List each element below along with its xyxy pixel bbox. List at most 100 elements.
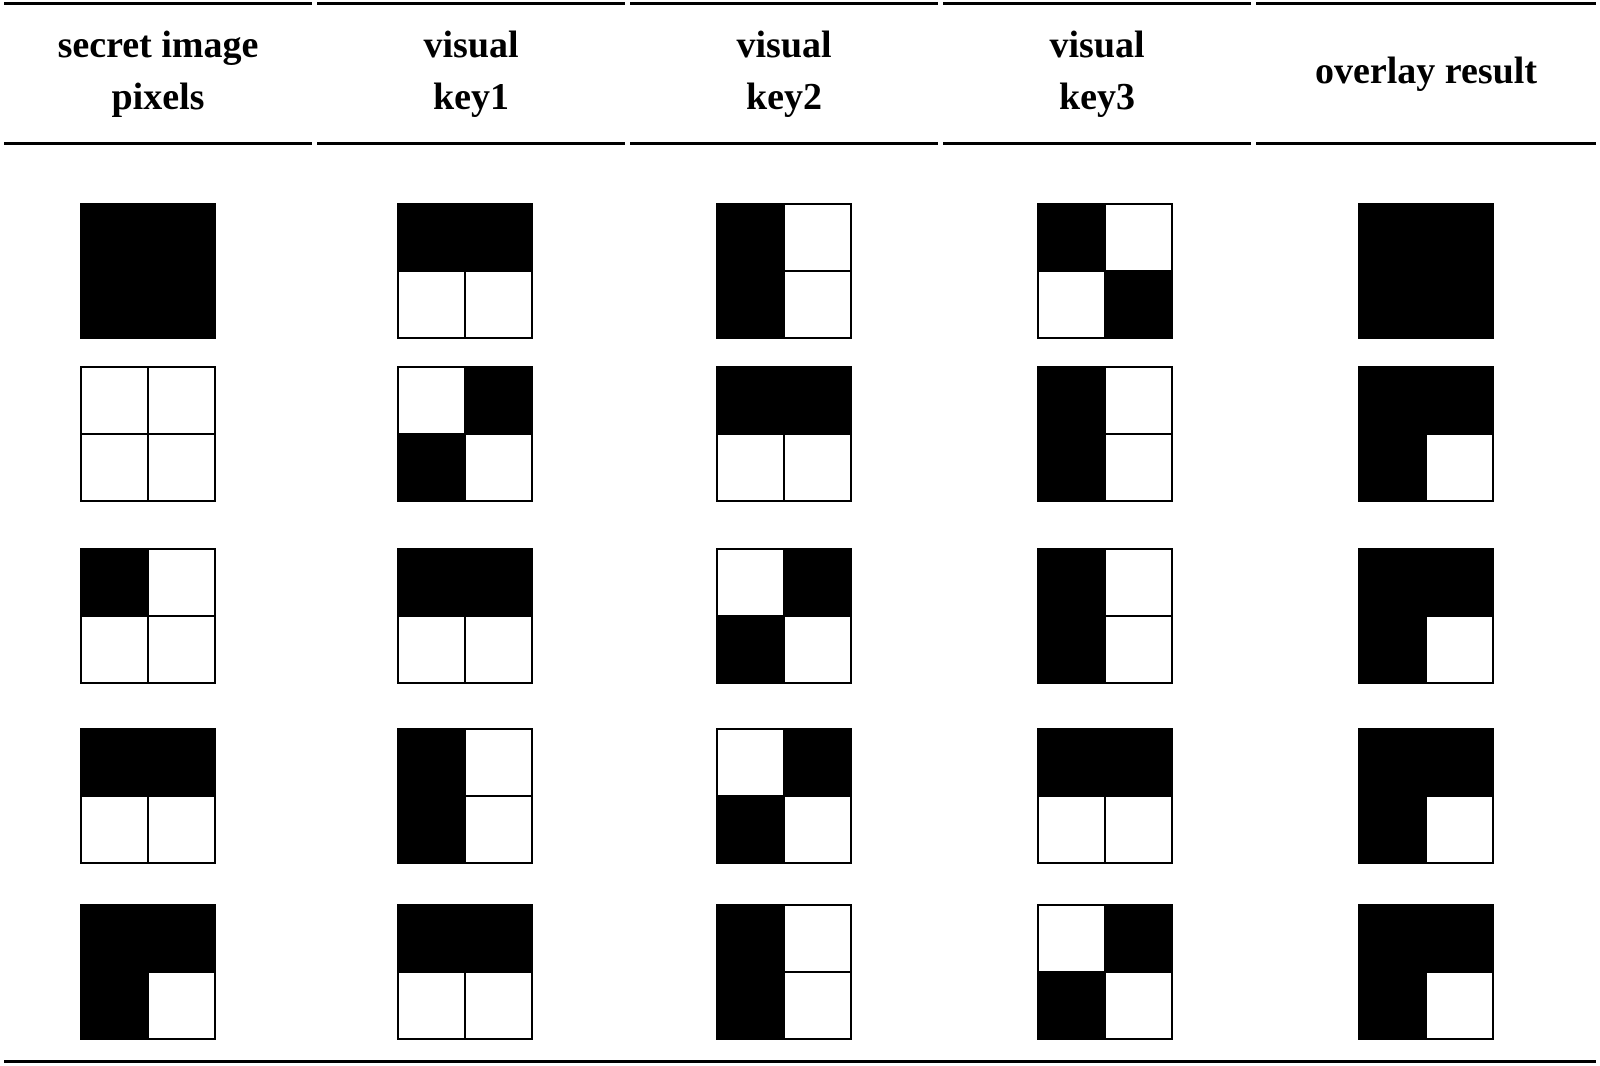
white-subpixel: [1425, 795, 1494, 864]
black-subpixel: [1358, 615, 1427, 684]
white-subpixel: [147, 795, 216, 864]
black-subpixel: [80, 971, 149, 1040]
white-subpixel: [783, 203, 852, 272]
black-subpixel: [1037, 728, 1106, 797]
black-subpixel: [1425, 366, 1494, 435]
black-subpixel: [464, 203, 533, 272]
black-subpixel: [1037, 971, 1106, 1040]
white-subpixel: [464, 728, 533, 797]
white-subpixel: [397, 366, 466, 435]
black-subpixel: [397, 795, 466, 864]
black-subpixel: [716, 615, 785, 684]
white-subpixel: [464, 615, 533, 684]
black-subpixel: [716, 366, 785, 435]
white-subpixel: [464, 971, 533, 1040]
table-top-rule: [4, 2, 312, 5]
white-subpixel: [783, 615, 852, 684]
black-subpixel: [80, 904, 149, 973]
black-subpixel: [397, 433, 466, 502]
black-subpixel: [397, 548, 466, 617]
overlay-result-pattern: [1358, 728, 1496, 866]
black-subpixel: [716, 904, 785, 973]
visual-key2-pattern: [716, 548, 854, 686]
black-subpixel: [1037, 615, 1106, 684]
header-bottom-rule: [943, 142, 1251, 145]
white-subpixel: [147, 548, 216, 617]
white-subpixel: [464, 433, 533, 502]
table-top-rule: [630, 2, 938, 5]
black-subpixel: [1037, 366, 1106, 435]
visual-key3-pattern: [1037, 366, 1175, 504]
black-subpixel: [716, 971, 785, 1040]
header-bottom-rule: [317, 142, 625, 145]
black-subpixel: [1425, 728, 1494, 797]
white-subpixel: [716, 548, 785, 617]
white-subpixel: [783, 795, 852, 864]
black-subpixel: [1037, 433, 1106, 502]
white-subpixel: [1104, 203, 1173, 272]
white-subpixel: [1037, 270, 1106, 339]
black-subpixel: [1358, 548, 1427, 617]
white-subpixel: [1425, 615, 1494, 684]
table-top-rule: [943, 2, 1251, 5]
header-bottom-rule: [4, 142, 312, 145]
black-subpixel: [1358, 904, 1427, 973]
visual-key1-pattern: [397, 366, 535, 504]
white-subpixel: [783, 904, 852, 973]
white-subpixel: [397, 615, 466, 684]
visual-key1-pattern: [397, 203, 535, 341]
visual-key2-pattern: [716, 904, 854, 1042]
white-subpixel: [1104, 795, 1173, 864]
white-subpixel: [1037, 795, 1106, 864]
visual-key3-pattern: [1037, 203, 1175, 341]
visual-key1-pattern: [397, 904, 535, 1042]
black-subpixel: [783, 728, 852, 797]
black-subpixel: [147, 728, 216, 797]
white-subpixel: [147, 433, 216, 502]
white-subpixel: [1104, 366, 1173, 435]
black-subpixel: [147, 904, 216, 973]
table-top-rule: [1256, 2, 1596, 5]
black-subpixel: [1425, 203, 1494, 272]
visual-key1-pattern: [397, 728, 535, 866]
black-subpixel: [1425, 904, 1494, 973]
white-subpixel: [1104, 971, 1173, 1040]
visual-key2-pattern: [716, 203, 854, 341]
white-subpixel: [80, 366, 149, 435]
white-subpixel: [464, 795, 533, 864]
black-subpixel: [464, 548, 533, 617]
black-subpixel: [716, 270, 785, 339]
overlay-result-pattern: [1358, 904, 1496, 1042]
black-subpixel: [80, 548, 149, 617]
white-subpixel: [783, 433, 852, 502]
white-subpixel: [716, 728, 785, 797]
white-subpixel: [397, 971, 466, 1040]
white-subpixel: [716, 433, 785, 502]
overlay-result-pattern: [1358, 366, 1496, 504]
black-subpixel: [80, 270, 149, 339]
black-subpixel: [1104, 270, 1173, 339]
black-subpixel: [1037, 203, 1106, 272]
black-subpixel: [1425, 270, 1494, 339]
white-subpixel: [464, 270, 533, 339]
black-subpixel: [80, 728, 149, 797]
white-subpixel: [397, 270, 466, 339]
secret-pixel-pattern: [80, 203, 218, 341]
white-subpixel: [1037, 904, 1106, 973]
black-subpixel: [397, 904, 466, 973]
table-bottom-rule: [4, 1060, 1596, 1063]
black-subpixel: [1104, 904, 1173, 973]
visual-key2-pattern: [716, 728, 854, 866]
white-subpixel: [147, 615, 216, 684]
secret-pixel-pattern: [80, 728, 218, 866]
black-subpixel: [80, 203, 149, 272]
black-subpixel: [1358, 203, 1427, 272]
header-visual-key3: visual key3: [1049, 24, 1145, 118]
black-subpixel: [397, 728, 466, 797]
white-subpixel: [1425, 433, 1494, 502]
secret-pixel-pattern: [80, 904, 218, 1042]
white-subpixel: [1104, 548, 1173, 617]
header-bottom-rule: [630, 142, 938, 145]
white-subpixel: [147, 971, 216, 1040]
black-subpixel: [1358, 366, 1427, 435]
